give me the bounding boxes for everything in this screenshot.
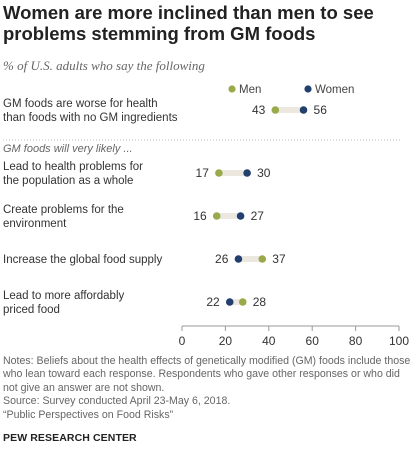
value-label-high: 37 (272, 252, 286, 266)
dot-chart: Men Women GM foods will very likely ... GM … (3, 84, 409, 348)
notes-text: Notes: Beliefs about the health effects … (3, 355, 411, 394)
row-label: priced food (3, 304, 60, 316)
women-dot (236, 212, 245, 220)
row-label: environment (3, 218, 67, 230)
legend-men-marker (228, 85, 236, 93)
chart-subtitle: % of U.S. adults who say the following (3, 58, 205, 73)
notes: Notes: Beliefs about the health effects … (3, 355, 413, 422)
row-label: the population as a whole (3, 175, 133, 187)
range-bar (218, 170, 248, 176)
value-label-low: 17 (196, 166, 210, 180)
value-label-high: 56 (314, 103, 328, 117)
x-tick-label: 0 (179, 334, 186, 348)
women-dot (225, 298, 234, 306)
women-dot (243, 169, 251, 177)
range-bar (275, 107, 304, 113)
women-dot (234, 255, 243, 263)
women-dot (299, 106, 308, 114)
x-tick-label: 100 (389, 334, 409, 348)
group-label: GM foods will very likely ... (3, 143, 133, 155)
value-label-low: 22 (206, 295, 220, 309)
value-label-high: 30 (257, 166, 271, 180)
value-label-low: 43 (252, 103, 266, 117)
men-dot (212, 212, 221, 220)
range-bar (229, 299, 243, 305)
report-title: “Public Perspectives on Food Risks” (3, 408, 174, 421)
pew-logo-text: PEW RESEARCH CENTER (3, 432, 137, 444)
range-bar (216, 213, 241, 219)
value-label-high: 28 (253, 295, 267, 309)
men-dot (258, 255, 267, 263)
men-dot (271, 106, 280, 114)
value-label-high: 27 (251, 209, 265, 223)
chart-title: Women are more inclined than men to see … (3, 2, 374, 44)
legend-women-label: Women (315, 84, 354, 96)
row-label: Increase the global food supply (3, 254, 162, 266)
legend-men-label: Men (239, 84, 261, 96)
legend-women-marker (304, 85, 312, 93)
row-label: Lead to more affordably (3, 290, 125, 302)
x-tick-label: 60 (306, 334, 320, 348)
value-label-low: 16 (193, 209, 207, 223)
x-tick-label: 40 (262, 334, 276, 348)
source-text: Source: Survey conducted April 23-May 6,… (3, 395, 231, 408)
row-label: than foods with no GM ingredients (3, 112, 178, 124)
row-label: GM foods are worse for health (3, 98, 158, 110)
value-label-low: 26 (215, 252, 229, 266)
row-label: Create problems for the (3, 204, 124, 216)
x-tick-label: 80 (349, 334, 363, 348)
row-label: Lead to health problems for (3, 161, 143, 173)
x-tick-label: 20 (219, 334, 233, 348)
range-bar (238, 256, 263, 262)
men-dot (238, 298, 247, 306)
men-dot (215, 169, 223, 177)
